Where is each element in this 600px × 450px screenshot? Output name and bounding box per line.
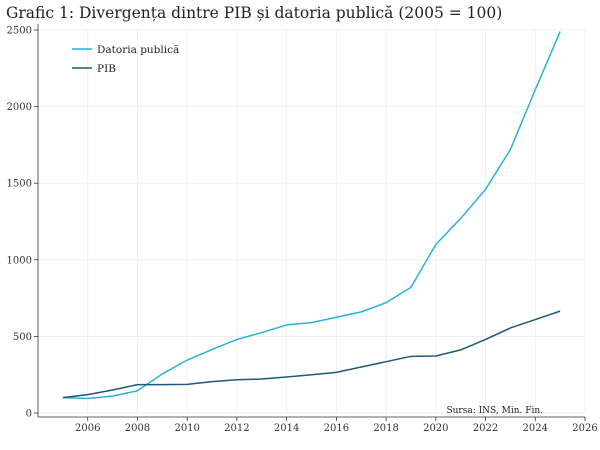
y-tick-label: 0 (26, 409, 32, 420)
y-tick-label: 500 (13, 332, 32, 343)
x-tick-label: 2010 (174, 423, 199, 434)
legend-label-pib: PIB (97, 63, 116, 75)
y-tick-label: 1500 (7, 179, 32, 190)
x-tick-label: 2024 (523, 423, 548, 434)
source-note: Sursa: INS, Min. Fin. (446, 406, 543, 416)
x-tick-label: 2022 (473, 423, 498, 434)
x-tick-label: 2026 (572, 423, 597, 434)
x-tick-label: 2006 (75, 423, 100, 434)
x-tick-label: 2014 (274, 423, 299, 434)
series-lines (62, 31, 561, 400)
x-tick-label: 2016 (324, 423, 349, 434)
x-tick-label: 2020 (423, 423, 448, 434)
y-tick-label: 2500 (7, 26, 32, 37)
y-tick-label: 2000 (7, 102, 32, 113)
chart-title: Grafic 1: Divergența dintre PIB și dator… (6, 4, 502, 22)
legend: Datoria publică PIB (72, 44, 179, 75)
x-tick-label: 2012 (224, 423, 249, 434)
grid (38, 29, 586, 414)
series-line-pib (62, 310, 561, 399)
y-tick-label: 1000 (7, 255, 32, 266)
x-tick-label: 2018 (373, 423, 398, 434)
x-tick-label: 2008 (125, 423, 150, 434)
axes: 0 500 1000 1500 2000 2500 2006 2008 2010 2012 2014… (7, 24, 598, 434)
legend-label-datoria: Datoria publică (97, 44, 179, 56)
